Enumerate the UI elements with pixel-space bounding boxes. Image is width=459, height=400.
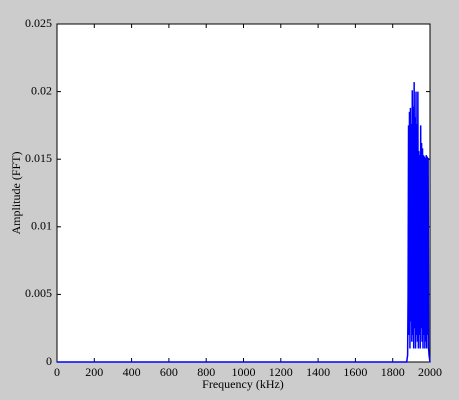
line-series: [57, 82, 431, 363]
x-axis-label: Frequency (kHz): [202, 377, 284, 391]
x-tick-label: 200: [85, 365, 103, 379]
x-tick-label: 2000: [418, 365, 442, 379]
y-tick-label: 0.005: [25, 286, 52, 300]
x-tick-label: 0: [54, 365, 60, 379]
x-tick-label: 1400: [306, 365, 330, 379]
x-tick-label: 400: [123, 365, 141, 379]
y-tick-label: 0.015: [25, 151, 52, 165]
y-axis-label: Amplitude (FFT): [9, 151, 23, 234]
x-tick-label: 600: [160, 365, 178, 379]
x-tick-label: 1200: [269, 365, 293, 379]
y-tick-label: 0.025: [25, 16, 52, 30]
plot-area: [56, 23, 431, 363]
x-tick-label: 800: [197, 365, 215, 379]
y-tick-label: 0.02: [31, 83, 52, 97]
y-tick-label: 0.01: [31, 219, 52, 233]
x-tick-label: 1000: [232, 365, 256, 379]
x-tick-label: 1800: [381, 365, 405, 379]
y-tick-label: 0: [46, 354, 52, 368]
x-tick-label: 1600: [343, 365, 367, 379]
